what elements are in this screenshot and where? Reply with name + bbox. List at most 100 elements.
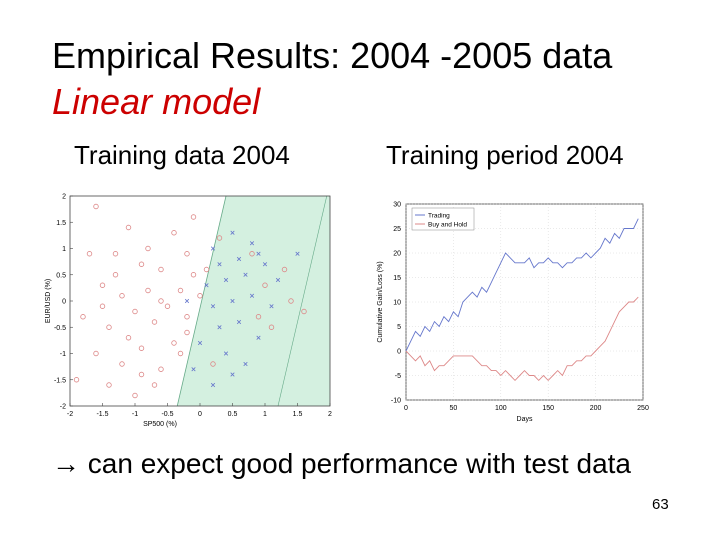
scatter-point-circle [190, 214, 197, 220]
scatter-point-cross [243, 361, 248, 367]
scatter-point-cross [256, 335, 261, 340]
scatter-point-cross [230, 230, 235, 235]
scatter-point-circle [171, 340, 177, 346]
scatter-point-circle [125, 224, 132, 231]
scatter-point-circle [164, 303, 171, 309]
legend-label: Trading [428, 213, 450, 220]
scatter-point-cross [230, 372, 235, 377]
scatter-point-cross [184, 298, 190, 304]
scatter-point-circle [99, 303, 106, 309]
scatter-point-circle [158, 366, 164, 372]
scatter-point-circle [99, 282, 106, 288]
page-number: 63 [652, 496, 669, 513]
x-tick-label: 1.5 [293, 411, 303, 418]
x-tick-label: 1 [263, 411, 267, 418]
x-tick-label: -2 [67, 411, 73, 418]
legend-box [411, 207, 475, 231]
y-tick-label: 0 [397, 349, 401, 356]
scatter-point-cross [236, 256, 242, 262]
x-axis-label: Days [517, 416, 533, 423]
x-tick-label: 150 [542, 405, 554, 412]
scatter-point-circle [301, 308, 307, 315]
scatter-point-cross [249, 241, 255, 246]
scatter-point-circle [132, 392, 138, 399]
scatter-point-circle [125, 335, 132, 341]
scatter-point-circle [177, 350, 184, 357]
scatter-point-circle [190, 272, 197, 278]
y-tick-label: -10 [391, 398, 401, 405]
scatter-point-circle [268, 324, 275, 330]
scatter-point-cross [230, 298, 235, 304]
x-tick-label: 0 [198, 411, 202, 418]
scatter-point-cross [210, 246, 216, 251]
scatter-point-circle [262, 282, 268, 288]
y-axis-label: EUR/USD (%) [45, 279, 52, 323]
decision-region [177, 196, 330, 406]
scatter-point-circle [249, 251, 255, 257]
series-line-trading [405, 218, 639, 352]
scatter-point-circle [158, 266, 164, 273]
y-tick-label: -5 [395, 373, 401, 380]
scatter-point-circle [93, 203, 99, 210]
scatter-point-circle [73, 377, 80, 383]
scatter-point-circle [106, 382, 112, 388]
scatter-point-cross [236, 319, 242, 325]
scatter-point-cross [197, 340, 203, 346]
x-tick-label: 250 [637, 405, 649, 412]
scatter-point-circle [145, 287, 151, 294]
scatter-point-cross [204, 283, 209, 288]
scatter-point-cross [210, 304, 216, 309]
scatter-point-circle [255, 314, 262, 320]
scatter-point-circle [288, 298, 294, 304]
scatter-point-circle [184, 329, 190, 336]
scatter-point-cross [217, 262, 222, 267]
scatter-chart: -2 -1.5 -1 -0.5 0 0.5 1 1.5 2 -2 -1.5 -1 -0.5 0 0.5 1 1.… [45, 194, 332, 429]
y-tick-label: 20 [393, 251, 401, 258]
x-tick-label: 0 [404, 405, 408, 412]
scatter-point-circle [171, 230, 177, 236]
scatter-point-circle [119, 293, 125, 299]
y-tick-label: -2 [60, 404, 66, 411]
y-tick-label: 0.5 [56, 272, 66, 279]
x-tick-label: 2 [328, 411, 332, 418]
legend-label: Buy and Hold [428, 222, 467, 229]
scatter-point-circle [106, 324, 112, 330]
scatter-point-cross [217, 325, 222, 330]
scatter-point-circle [281, 266, 288, 273]
y-tick-label: 1 [62, 246, 66, 253]
scatter-point-circle [203, 266, 210, 273]
scatter-point-circle [112, 251, 119, 257]
scatter-point-cross [243, 272, 248, 277]
y-tick-label: 30 [393, 202, 401, 209]
y-tick-label: 1.5 [56, 220, 66, 227]
x-tick-label: -0.5 [161, 411, 173, 418]
y-tick-label: 5 [397, 324, 401, 331]
right-chart-label: Training period 2004 [386, 140, 624, 170]
scatter-point-circle [216, 235, 223, 241]
scatter-point-circle [80, 314, 86, 320]
scatter-point-cross [269, 304, 274, 309]
y-tick-label: 10 [393, 300, 401, 307]
y-tick-label: -0.5 [54, 325, 66, 332]
scatter-point-circle [138, 371, 145, 378]
x-tick-label: -1.5 [96, 411, 108, 418]
scatter-point-circle [138, 345, 145, 351]
slide-title: Empirical Results: 2004 -2005 data [52, 35, 613, 76]
scatter-point-circle [177, 287, 184, 294]
scatter-point-circle [151, 382, 158, 388]
scatter-point-cross [223, 277, 229, 283]
scatter-point-circle [158, 298, 164, 304]
slide-subtitle: Linear model [52, 81, 261, 122]
scatter-point-circle [132, 308, 138, 315]
x-tick-label: 200 [590, 405, 602, 412]
scatter-point-circle [151, 319, 158, 325]
y-tick-label: 2 [62, 194, 66, 201]
y-tick-label: 15 [393, 275, 401, 282]
scatter-point-cross [249, 293, 255, 298]
scatter-point-cross [262, 262, 268, 267]
left-chart-label: Training data 2004 [74, 140, 290, 170]
y-tick-label: -1.5 [54, 377, 66, 384]
scatter-point-cross [210, 382, 216, 388]
y-tick-label: 0 [62, 299, 66, 306]
scatter-point-circle [119, 361, 125, 367]
